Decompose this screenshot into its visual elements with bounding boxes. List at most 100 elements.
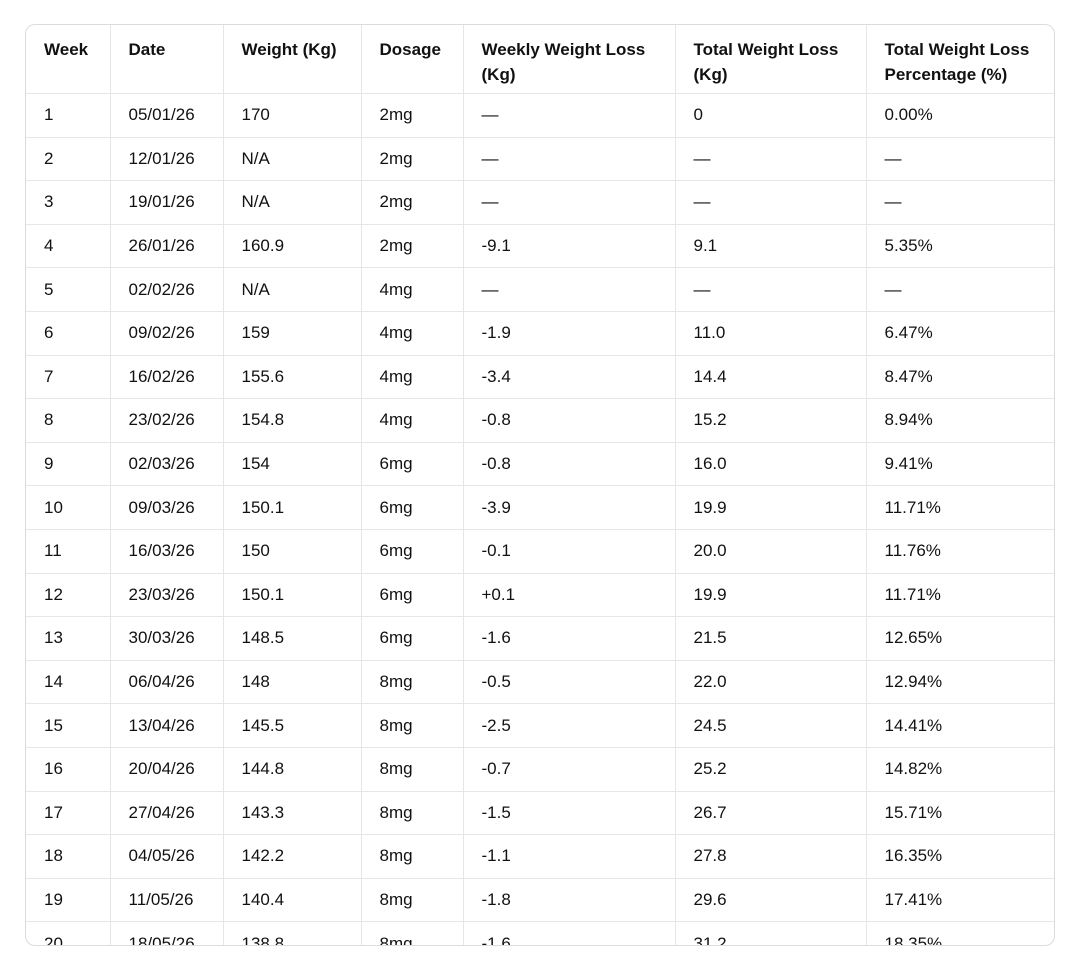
table-cell: 20	[26, 921, 111, 945]
table-row: 2 12/01/26 N/A 2mg — — —	[26, 137, 1054, 182]
table-cell: -1.9	[463, 311, 676, 356]
table-cell: 24.5	[675, 703, 867, 748]
table-row: 17 27/04/26 143.3 8mg -1.5 26.7 15.71%	[26, 791, 1054, 836]
table-cell: 2mg	[361, 180, 464, 225]
table-cell: -1.1	[463, 834, 676, 879]
table-cell: —	[675, 267, 867, 312]
table-cell: 9	[26, 442, 111, 487]
table-cell: +0.1	[463, 573, 676, 618]
table-cell: 170	[223, 93, 362, 138]
column-header: Weight (Kg)	[223, 25, 362, 94]
table-cell: -1.5	[463, 791, 676, 836]
table-row: 11 16/03/26 150 6mg -0.1 20.0 11.76%	[26, 529, 1054, 574]
table-cell: 27.8	[675, 834, 867, 879]
table-cell: 8mg	[361, 921, 464, 945]
table-cell: 26/01/26	[110, 224, 224, 269]
table-cell: 10	[26, 485, 111, 530]
table-cell: 150.1	[223, 485, 362, 530]
table-cell: 142.2	[223, 834, 362, 879]
table-body: 1 05/01/26 170 2mg —0 0.00% 2 12/01/26 N/A 2mg — — —…	[26, 93, 1054, 945]
table-cell: -0.7	[463, 747, 676, 792]
table-cell: 154	[223, 442, 362, 487]
table-cell: 148.5	[223, 616, 362, 661]
table-cell: 4mg	[361, 267, 464, 312]
table-cell: 22.0	[675, 660, 867, 705]
table-cell: 7	[26, 355, 111, 400]
column-header: Total Weight Loss Percentage (%)	[866, 25, 1054, 94]
table-cell: 138.8	[223, 921, 362, 945]
table-cell: 8mg	[361, 747, 464, 792]
table-row: 8 23/02/26 154.8 4mg -0.8 15.2 8.94%	[26, 398, 1054, 443]
table-cell: 27/04/26	[110, 791, 224, 836]
table-cell: 09/03/26	[110, 485, 224, 530]
table-cell: 23/03/26	[110, 573, 224, 618]
table-row: 14 06/04/26 148 8mg -0.5 22.0 12.94%	[26, 660, 1054, 705]
table-cell: 11.0	[675, 311, 867, 356]
table-cell: 6.47%	[866, 311, 1054, 356]
table-cell: —	[866, 137, 1054, 182]
table-cell: 06/04/26	[110, 660, 224, 705]
table-row: 9 02/03/26 154 6mg -0.8 16.0 9.41%	[26, 442, 1054, 487]
table-cell: 4mg	[361, 311, 464, 356]
table-cell: 11.71%	[866, 573, 1054, 618]
table-cell: —	[866, 180, 1054, 225]
table-cell: 148	[223, 660, 362, 705]
table-cell: 140.4	[223, 878, 362, 923]
table-cell: 15	[26, 703, 111, 748]
table-cell: -1.6	[463, 921, 676, 945]
table-cell: —	[463, 267, 676, 312]
table-cell: -3.4	[463, 355, 676, 400]
table-cell: 16/03/26	[110, 529, 224, 574]
table-cell: 4mg	[361, 355, 464, 400]
table-cell: 19.9	[675, 573, 867, 618]
table-cell: 6mg	[361, 442, 464, 487]
table-cell: 8mg	[361, 878, 464, 923]
table-cell: 12.65%	[866, 616, 1054, 661]
table-cell: 12/01/26	[110, 137, 224, 182]
table-cell: 9.1	[675, 224, 867, 269]
table-cell: 18/05/26	[110, 921, 224, 945]
table-cell: 4mg	[361, 398, 464, 443]
table-cell: 16.0	[675, 442, 867, 487]
table-row: 10 09/03/26 150.1 6mg -3.9 19.9 11.71%	[26, 485, 1054, 530]
table-cell: 19/01/26	[110, 180, 224, 225]
table-cell: 8.94%	[866, 398, 1054, 443]
table-cell: 8mg	[361, 703, 464, 748]
column-header: Date	[110, 25, 224, 94]
table-cell: 155.6	[223, 355, 362, 400]
table-cell: 6mg	[361, 485, 464, 530]
table-cell: 15.2	[675, 398, 867, 443]
table-cell: 145.5	[223, 703, 362, 748]
table-cell: 4	[26, 224, 111, 269]
table-row: 12 23/03/26 150.1 6mg +0.1 19.9 11.71%	[26, 573, 1054, 618]
table-cell: —	[463, 137, 676, 182]
table-cell: 144.8	[223, 747, 362, 792]
table-cell: 20/04/26	[110, 747, 224, 792]
table-cell: 2mg	[361, 93, 464, 138]
table-cell: —	[463, 93, 676, 138]
table-cell: 6mg	[361, 616, 464, 661]
table-cell: 0.00%	[866, 93, 1054, 138]
table-cell: 17	[26, 791, 111, 836]
table-cell: 16.35%	[866, 834, 1054, 879]
table-cell: 18	[26, 834, 111, 879]
table-row: 1 05/01/26 170 2mg —0 0.00%	[26, 93, 1054, 138]
table-cell: 8mg	[361, 660, 464, 705]
table-cell: -0.8	[463, 442, 676, 487]
table-cell: 12.94%	[866, 660, 1054, 705]
table-cell: 2	[26, 137, 111, 182]
table-row: 6 09/02/26 159 4mg -1.9 11.0 6.47%	[26, 311, 1054, 356]
table-cell: 150	[223, 529, 362, 574]
table-cell: 16	[26, 747, 111, 792]
table-row: 18 04/05/26 142.2 8mg -1.1 27.8 16.35%	[26, 834, 1054, 879]
table-cell: 11/05/26	[110, 878, 224, 923]
table-cell: 11	[26, 529, 111, 574]
column-header: Total Weight Loss (Kg)	[675, 25, 867, 94]
table-cell: 26.7	[675, 791, 867, 836]
table-cell: 2mg	[361, 224, 464, 269]
table-cell: 25.2	[675, 747, 867, 792]
table-cell: 13/04/26	[110, 703, 224, 748]
table-cell: -3.9	[463, 485, 676, 530]
table-cell: 0	[675, 93, 867, 138]
